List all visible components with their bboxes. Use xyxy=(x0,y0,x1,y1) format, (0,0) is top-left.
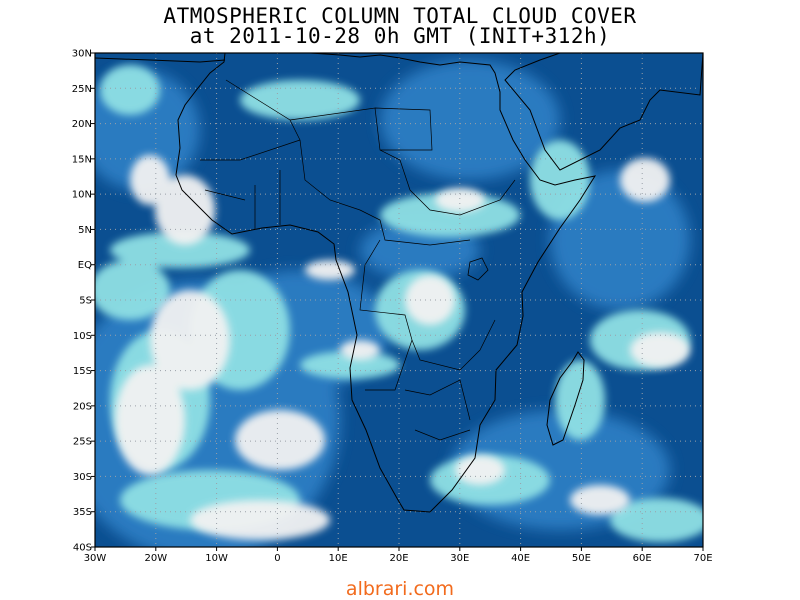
lat-tick-label: 35S xyxy=(73,507,92,518)
lat-tick-label: 5N xyxy=(78,225,92,236)
lon-tick-label: 10W xyxy=(205,553,228,564)
coastlines xyxy=(95,53,703,513)
arabia-coastline xyxy=(504,53,703,171)
lon-tick-label: 50E xyxy=(572,553,591,564)
cloud-field xyxy=(95,53,703,547)
lon-tick-label: 40E xyxy=(511,553,530,564)
lat-tick-label: 5S xyxy=(79,296,92,307)
lake-victoria xyxy=(467,257,489,281)
overcast-layer xyxy=(115,155,690,540)
chart-title-line-1: ATMOSPHERIC COLUMN TOTAL CLOUD COVER xyxy=(163,4,637,28)
site-credit[interactable]: albrari.com xyxy=(345,578,455,600)
lat-tick-label: 15N xyxy=(72,154,92,165)
lat-tick-label: 40S xyxy=(73,543,92,554)
lon-tick-label: 10E xyxy=(329,553,348,564)
madagascar-coastline xyxy=(546,351,585,446)
lon-tick-label: 60E xyxy=(633,553,652,564)
country-borders xyxy=(200,79,516,441)
lat-tick-label: 30N xyxy=(72,49,92,60)
lat-tick-label: 25S xyxy=(73,437,92,448)
mediterranean-coast xyxy=(95,57,226,63)
chart-title-line-2: at 2011-10-28 0h GMT (INIT+312h) xyxy=(189,24,611,48)
latitude-axis: 30N 25N 20N 15N 10N 5N EQ 5S 10S 15S 20S 25S 30S 35S 4… xyxy=(72,49,95,554)
africa-coastline xyxy=(175,53,597,513)
lon-tick-label: 30E xyxy=(450,553,469,564)
lon-tick-label: 30W xyxy=(84,553,107,564)
lat-tick-label: 15S xyxy=(73,366,92,377)
lat-tick-label: 20N xyxy=(72,119,92,130)
lat-tick-label: 25N xyxy=(72,84,92,95)
lon-tick-label: 20W xyxy=(144,553,167,564)
lat-tick-label: 10S xyxy=(73,331,92,342)
lon-tick-label: 20E xyxy=(389,553,408,564)
lon-tick-label: 0 xyxy=(274,553,280,564)
longitude-axis: 30W 20W 10W 0 10E 20E 30E 40E 50E 60E 70E xyxy=(84,547,713,564)
lat-tick-label: 30S xyxy=(73,472,92,483)
lat-tick-label: EQ xyxy=(78,260,92,271)
lat-tick-label: 10N xyxy=(72,190,92,201)
lon-tick-label: 70E xyxy=(693,553,712,564)
lat-tick-label: 20S xyxy=(73,401,92,412)
